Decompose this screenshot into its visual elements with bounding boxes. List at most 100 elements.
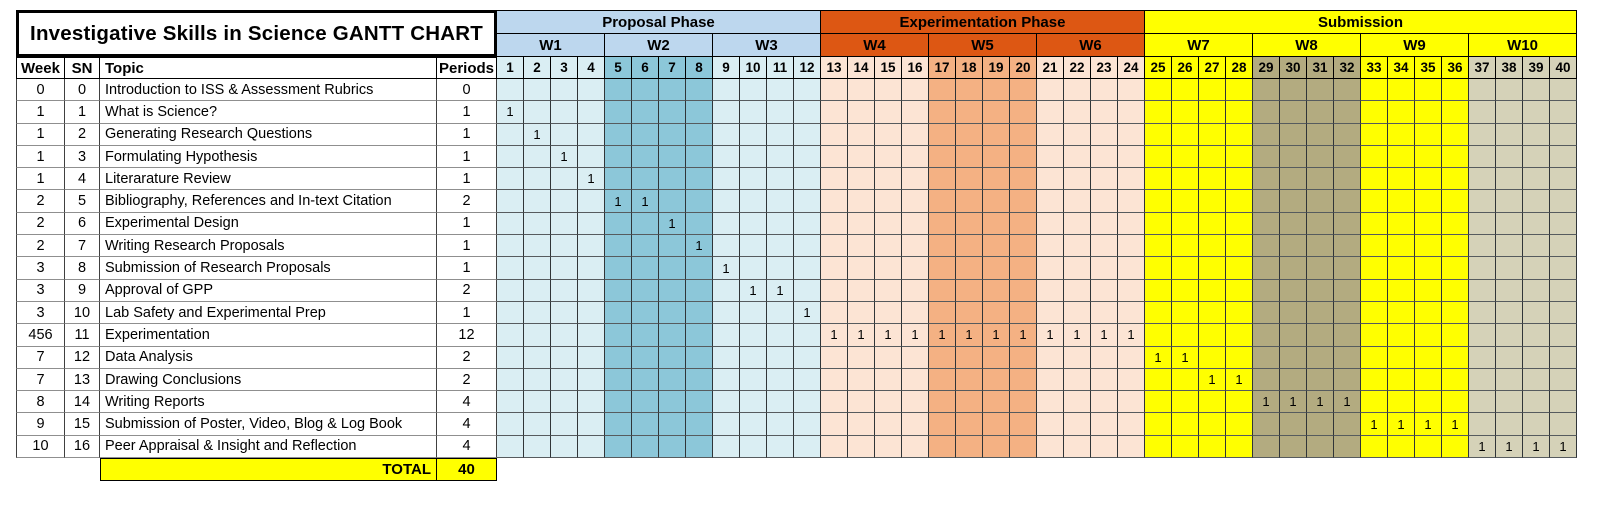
gantt-cell: [1199, 123, 1226, 146]
task-periods-cell: 1: [437, 257, 497, 280]
day-number-cell: 39: [1523, 57, 1550, 79]
gantt-cell: [524, 212, 551, 236]
gantt-cell: [497, 324, 524, 347]
day-number-cell: 40: [1550, 57, 1577, 79]
gantt-cell: [578, 190, 605, 213]
gantt-cell: [1496, 413, 1523, 436]
gantt-cell: [1172, 212, 1199, 236]
gantt-cell: [1388, 324, 1415, 347]
task-periods-cell: 0: [437, 79, 497, 102]
day-number-cell: 38: [1496, 57, 1523, 79]
gantt-cell: [1145, 168, 1172, 191]
gantt-cell: [1442, 145, 1469, 169]
gantt-cell: [794, 212, 821, 236]
gantt-cell: [956, 79, 983, 102]
gantt-cell: [1010, 301, 1037, 325]
gantt-mark-cell: 1: [1361, 413, 1388, 436]
gantt-cell: [1037, 257, 1064, 280]
gantt-cell: [848, 145, 875, 169]
gantt-cell: [1307, 190, 1334, 213]
gantt-mark-cell: 1: [1064, 324, 1091, 347]
gantt-cell: [497, 301, 524, 325]
gantt-cell: [1523, 301, 1550, 325]
gantt-cell: [1037, 391, 1064, 414]
gantt-cell: [929, 257, 956, 280]
task-sn-cell: 12: [65, 346, 100, 369]
gantt-cell: [1523, 168, 1550, 191]
gantt-cell: [1523, 346, 1550, 369]
gantt-cell: [1118, 101, 1145, 124]
gantt-cell: [1415, 368, 1442, 392]
gantt-cell: [497, 235, 524, 258]
gantt-cell: [713, 79, 740, 102]
task-sn-cell: 10: [65, 301, 100, 325]
gantt-cell: [1415, 391, 1442, 414]
gantt-cell: [1280, 368, 1307, 392]
gantt-cell: [551, 79, 578, 102]
gantt-cell: [1199, 391, 1226, 414]
gantt-cell: [686, 413, 713, 436]
gantt-cell: [1361, 301, 1388, 325]
gantt-cell: [1064, 212, 1091, 236]
day-number-cell: 32: [1334, 57, 1361, 79]
gantt-cell: [578, 212, 605, 236]
gantt-cell: [1037, 346, 1064, 369]
gantt-cell: [1469, 123, 1496, 146]
gantt-cell: [1199, 279, 1226, 302]
gantt-cell: [578, 279, 605, 302]
gantt-cell: [1469, 257, 1496, 280]
gantt-cell: [1280, 346, 1307, 369]
gantt-cell: [1280, 324, 1307, 347]
gantt-cell: [1145, 324, 1172, 347]
gantt-cell: [1361, 279, 1388, 302]
gantt-cell: [740, 101, 767, 124]
gantt-mark-cell: 1: [902, 324, 929, 347]
gantt-cell: [1253, 279, 1280, 302]
gantt-cell: [956, 101, 983, 124]
gantt-cell: [1010, 413, 1037, 436]
gantt-cell: [983, 123, 1010, 146]
gantt-cell: [1496, 190, 1523, 213]
gantt-cell: [659, 190, 686, 213]
gantt-cell: [1118, 212, 1145, 236]
gantt-cell: [767, 301, 794, 325]
gantt-cell: [1442, 279, 1469, 302]
gantt-mark-cell: 1: [1496, 435, 1523, 459]
gantt-cell: [956, 168, 983, 191]
gantt-cell: [794, 435, 821, 459]
gantt-cell: [848, 279, 875, 302]
gantt-cell: [1118, 391, 1145, 414]
gantt-cell: [875, 212, 902, 236]
gantt-cell: [1361, 324, 1388, 347]
gantt-mark-cell: 1: [578, 168, 605, 191]
gantt-cell: [956, 413, 983, 436]
gantt-cell: [713, 235, 740, 258]
gantt-cell: [1226, 257, 1253, 280]
gantt-mark-cell: 1: [1037, 324, 1064, 347]
gantt-cell: [1415, 346, 1442, 369]
gantt-cell: [1307, 346, 1334, 369]
gantt-cell: [1469, 168, 1496, 191]
gantt-cell: [1145, 145, 1172, 169]
gantt-cell: [497, 435, 524, 459]
gantt-mark-cell: 1: [1010, 324, 1037, 347]
gantt-cell: [1091, 101, 1118, 124]
gantt-cell: [821, 435, 848, 459]
gantt-cell: [1361, 235, 1388, 258]
gantt-mark-cell: 1: [929, 324, 956, 347]
gantt-cell: [1280, 301, 1307, 325]
gantt-cell: [1091, 368, 1118, 392]
gantt-cell: [1469, 368, 1496, 392]
gantt-cell: [1550, 391, 1577, 414]
gantt-cell: [659, 324, 686, 347]
gantt-cell: [794, 257, 821, 280]
gantt-cell: [659, 301, 686, 325]
gantt-cell: [1064, 301, 1091, 325]
gantt-cell: [1523, 279, 1550, 302]
task-sn-cell: 1: [65, 101, 100, 124]
column-header-week: Week: [16, 57, 65, 79]
gantt-cell: [875, 279, 902, 302]
gantt-cell: [1442, 346, 1469, 369]
gantt-cell: [983, 101, 1010, 124]
gantt-cell: [1145, 413, 1172, 436]
